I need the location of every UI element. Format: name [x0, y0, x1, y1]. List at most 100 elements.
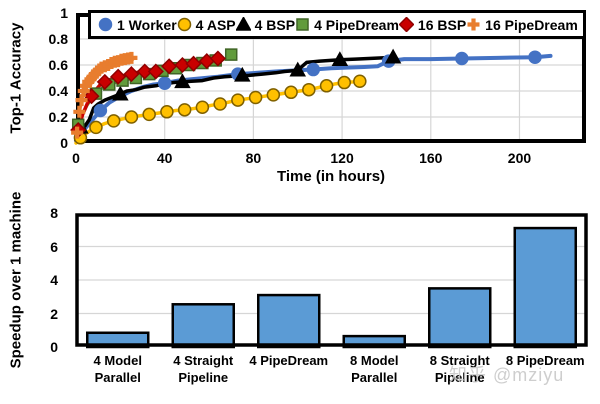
accuracy-xtick-200: 200 — [507, 150, 532, 166]
speedup-bar-chart — [75, 213, 588, 349]
accuracy-ytick-0.2: 0.2 — [48, 109, 68, 125]
4-pipedream-legend-icon — [296, 18, 309, 31]
legend-item-4-bsp: 4 BSP — [235, 16, 296, 33]
category-label-4-straight-pipeline: 4 Straight Pipeline — [156, 353, 250, 387]
bar-8-model-parallel — [342, 334, 406, 349]
bar-8-pipedream — [513, 226, 577, 349]
series-markers-16-pipedream — [71, 51, 138, 139]
1-worker-legend-icon — [98, 17, 113, 32]
category-label-line: 8 Model — [350, 353, 399, 368]
accuracy-xtick-0: 0 — [72, 150, 80, 166]
speedup-y-axis-title: Speedup over 1 machine — [7, 191, 25, 369]
accuracy-ytick-1: 1 — [60, 5, 68, 21]
4-bsp-marker — [174, 73, 191, 89]
4-pipedream-marker — [224, 48, 238, 61]
legend-item-16-bsp: 16 BSP — [398, 17, 466, 33]
4-asp-marker — [160, 105, 174, 119]
speedup-ytick-4: 4 — [50, 272, 58, 288]
accuracy-y-axis-title: Top-1 Accuracy — [7, 22, 25, 134]
1-worker-marker — [455, 51, 469, 66]
16-pipedream-marker — [71, 126, 84, 139]
16-pipedream-marker — [73, 105, 86, 118]
16-bsp-legend-icon — [398, 17, 414, 32]
4-asp-marker — [337, 75, 352, 90]
16-pipedream-legend-icon — [467, 18, 480, 31]
16-bsp-marker — [161, 58, 178, 75]
category-label-line: 4 Model — [93, 353, 142, 368]
4-asp-marker — [89, 120, 103, 135]
accuracy-ytick-0: 0 — [60, 135, 68, 151]
4-asp-marker — [124, 110, 139, 124]
legend-item-4-pipedream: 4 PipeDream — [295, 17, 399, 33]
4-asp-marker — [177, 17, 191, 32]
16-bsp-marker — [96, 73, 113, 90]
4-bsp-marker — [234, 66, 251, 82]
4-asp-marker — [213, 97, 227, 111]
bar-4-pipedream — [257, 293, 321, 349]
speedup-ytick-0: 0 — [50, 339, 58, 355]
4-asp-marker — [195, 100, 210, 114]
16-pipedream-marker — [467, 18, 480, 31]
legend-label: 1 Worker — [117, 16, 177, 33]
watermark: 知乎 @mziyu — [449, 365, 565, 385]
category-label-line: Pipeline — [434, 369, 485, 385]
1-worker-marker — [306, 62, 321, 77]
category-label-line: Parallel — [351, 369, 398, 385]
4-asp-marker — [284, 85, 298, 100]
legend-item-1-worker: 1 Worker — [98, 17, 177, 33]
bar-8-straight-pipeline — [428, 287, 492, 349]
16-bsp-marker — [123, 66, 140, 83]
4-bsp-marker — [331, 51, 349, 67]
accuracy-ytick-0.6: 0.6 — [48, 57, 68, 73]
accuracy-xtick-120: 120 — [330, 150, 354, 166]
accuracy-xtick-160: 160 — [419, 150, 443, 166]
16-bsp-marker — [185, 55, 202, 72]
category-label-line: 4 PipeDream — [249, 353, 329, 368]
category-label-8-pipedream: 8 PipeDream — [498, 353, 592, 370]
4-asp-marker — [231, 93, 245, 107]
4-bsp-marker — [112, 85, 129, 101]
legend-item-16-pipedream: 16 PipeDream — [466, 17, 578, 33]
16-bsp-marker — [209, 50, 226, 67]
16-pipedream-marker — [75, 94, 88, 107]
16-bsp-marker — [147, 63, 164, 80]
accuracy-x-axis-title: Time (in hours) — [276, 168, 386, 185]
category-label-8-model-parallel: 8 Model Parallel — [327, 353, 421, 387]
4-asp-marker — [106, 114, 121, 128]
legend-label: 16 PipeDream — [485, 16, 578, 33]
category-label-4-model-parallel: 4 Model Parallel — [71, 353, 165, 387]
4-asp-marker — [353, 74, 367, 88]
category-label-line: 8 PipeDream — [505, 353, 585, 368]
legend-label: 4 PipeDream — [314, 16, 399, 33]
4-asp-legend-icon — [177, 17, 191, 32]
4-asp-marker — [248, 90, 263, 105]
speedup-ytick-8: 8 — [50, 205, 58, 221]
category-label-line: Pipeline — [178, 369, 229, 385]
accuracy-xtick-80: 80 — [245, 150, 262, 166]
4-asp-marker — [177, 103, 192, 117]
1-worker-marker — [157, 76, 172, 90]
legend-label: 4 BSP — [254, 16, 296, 33]
legend-item-4-asp: 4 ASP — [177, 17, 236, 33]
category-label-line: Parallel — [94, 369, 141, 385]
category-label-4-pipedream: 4 PipeDream — [242, 353, 336, 370]
4-bsp-marker — [289, 61, 307, 77]
4-pipedream-marker — [296, 18, 309, 31]
4-asp-marker — [319, 79, 334, 93]
1-worker-marker — [93, 103, 108, 118]
1-worker-marker — [528, 50, 542, 64]
1-worker-marker — [98, 17, 113, 32]
accuracy-legend: 1 Worker 4 ASP 4 BSP 4 PipeDream 16 BSP 16 Pi… — [88, 10, 586, 39]
16-bsp-marker — [398, 17, 414, 32]
speedup-ytick-2: 2 — [50, 305, 58, 322]
accuracy-line-chart — [70, 13, 586, 145]
legend-label: 4 ASP — [195, 16, 236, 33]
speedup-ytick-6: 6 — [50, 238, 58, 255]
4-asp-marker — [142, 107, 156, 122]
4-asp-marker — [266, 88, 281, 102]
4-asp-marker — [302, 82, 316, 97]
4-bsp-legend-icon — [235, 17, 251, 31]
series-4-bsp — [74, 55, 395, 143]
4-bsp-marker — [384, 48, 402, 64]
